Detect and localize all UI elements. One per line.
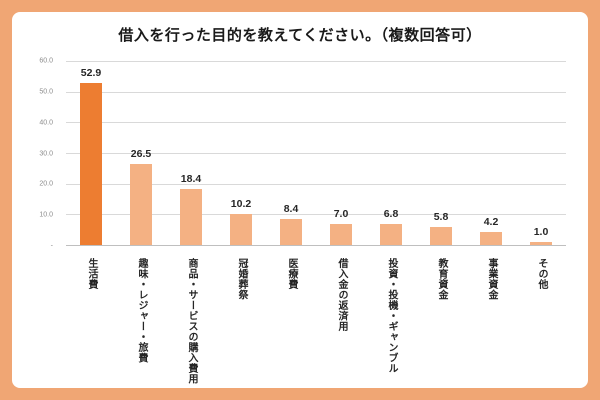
bar-value-label: 7.0 [333,207,349,220]
bar-slot: 52.9 [66,61,116,245]
plot-area: 52.9 26.5 18.4 10.2 8.4 7.0 6.8 5.8 4.2 1.0 [66,61,566,246]
category-label: 投資・投機・ギャンブル [386,258,397,374]
bar-value-label: 8.4 [283,203,299,216]
y-tick-label: 10.0 [39,211,53,219]
bar-slot: 8.4 [266,61,316,245]
category-label: 教育資金 [436,258,447,300]
bar [180,188,202,245]
x-axis: 生活費 趣味・レジャー・旅費 商品・サービスの購入費用 冠婚葬祭 医療費 借入金の返済用 投… [66,252,566,386]
y-tick-label: 30.0 [39,150,53,157]
chart-card: 借入を行った目的を教えてください。（複数回答可） 60.0 50.0 40.0 30.… [12,12,588,388]
category-label: 借入金の返済用 [336,258,347,332]
gridline [66,183,566,185]
bar [230,213,252,245]
bar [130,163,152,245]
gridline [66,61,566,62]
bar-slot: 18.4 [166,61,216,245]
bar-slot: 26.5 [116,61,166,245]
bar [280,219,302,245]
gridline [66,153,566,154]
category-label: その他 [536,258,547,290]
bar-value-label: 6.8 [383,208,399,221]
y-axis: 60.0 50.0 40.0 30.0 20.0 10.0 - [12,57,60,250]
bar-value-label: 1.0 [533,225,549,238]
bar-value-label: 4.2 [483,216,499,229]
category-label: 事業資金 [486,258,497,300]
bar-slot: 10.2 [216,61,266,245]
y-tick-label: 60.0 [39,57,53,65]
bar [430,227,452,245]
bar [330,223,352,245]
category-label: 商品・サービスの購入費用 [186,258,197,384]
bar-slot: 4.2 [466,61,516,245]
gridline [66,214,566,216]
category-label: 生活費 [86,258,97,290]
bar [380,224,402,245]
bar-slot: 5.8 [416,61,466,245]
bar [530,241,552,245]
bar [480,232,502,245]
bar-value-label: 10.2 [230,197,252,210]
bar-value-label: 52.9 [80,66,102,79]
bar-slot: 7.0 [316,61,366,245]
y-tick-label: 50.0 [39,88,53,96]
bar-slot: 1.0 [516,61,566,245]
chart-title: 借入を行った目的を教えてください。（複数回答可） [118,27,482,44]
bar-value-label: 5.8 [433,211,449,224]
y-tick-label: 20.0 [39,180,53,188]
bar-value-label: 26.5 [130,147,152,160]
bar [80,82,102,245]
bar-value-label: 18.4 [180,172,202,185]
gridline [66,122,566,124]
category-label: 趣味・レジャー・旅費 [136,258,147,363]
category-label: 医療費 [286,258,297,290]
y-tick-label: 40.0 [39,119,53,127]
bar-slot: 6.8 [366,61,416,245]
gridline [66,91,566,93]
y-tick-label: - [50,242,53,250]
category-label: 冠婚葬祭 [236,258,247,300]
